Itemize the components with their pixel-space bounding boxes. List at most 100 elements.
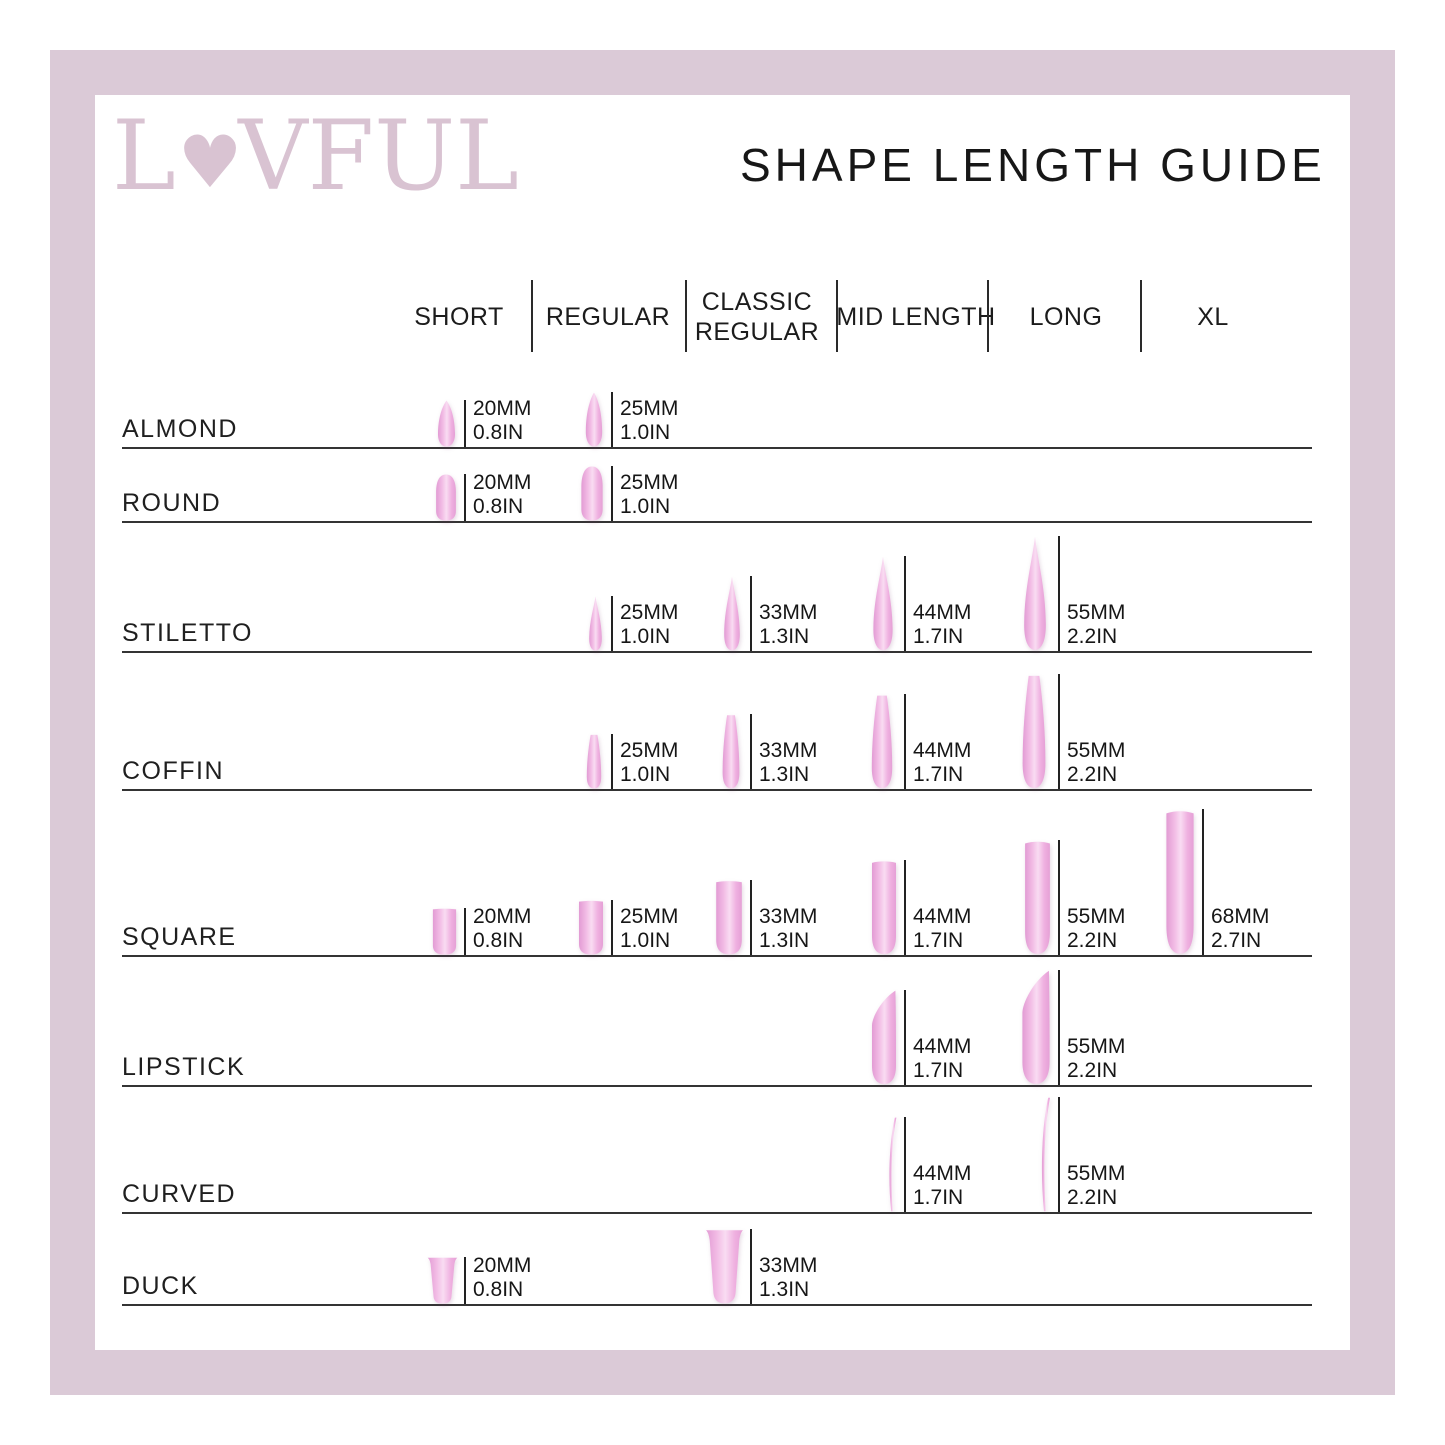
measurement-mm: 44MM: [913, 1035, 972, 1058]
measurement-mm: 68MM: [1211, 905, 1270, 928]
measurement-mm: 55MM: [1067, 739, 1126, 762]
nail-coffin-regular: [586, 734, 602, 789]
measurement-stiletto-regular: 25MM 1.0IN: [620, 601, 716, 649]
nail-curved-mid: [889, 1117, 897, 1212]
measurement-in: 1.7IN: [913, 763, 964, 786]
measurement-coffin-regular: 25MM 1.0IN: [620, 739, 716, 787]
measurement-in: 1.0IN: [620, 763, 671, 786]
measure-line: [1058, 674, 1060, 789]
measurement-round-regular: 25MM 1.0IN: [620, 471, 716, 519]
measurement-mm: 55MM: [1067, 601, 1126, 624]
measure-line: [611, 392, 613, 447]
measurement-in: 1.7IN: [913, 1059, 964, 1082]
nail-duck-classic: [706, 1230, 743, 1304]
nail-stiletto-long: [1024, 536, 1046, 650]
measure-line: [464, 1257, 466, 1304]
nail-square-mid: [872, 861, 896, 955]
column-header-mid: MID LENGTH: [836, 303, 996, 331]
row-label-square: SQUARE: [122, 923, 237, 951]
measurement-in: 1.0IN: [620, 495, 671, 518]
measure-line: [464, 400, 466, 447]
measure-line: [904, 860, 906, 955]
measure-line: [904, 1117, 906, 1212]
nail-stiletto-regular: [589, 596, 602, 651]
row-label-duck: DUCK: [122, 1272, 199, 1300]
nail-round-short: [436, 474, 456, 521]
measurement-coffin-mid: 44MM 1.7IN: [913, 739, 1009, 787]
measurement-mm: 44MM: [913, 739, 972, 762]
measurement-mm: 20MM: [473, 905, 532, 928]
column-header-short: SHORT: [414, 303, 504, 331]
row-line-round: [122, 521, 1312, 523]
row-label-coffin: COFFIN: [122, 757, 225, 785]
measure-line: [464, 474, 466, 521]
measurement-in: 1.3IN: [759, 1278, 810, 1301]
column-header-regular: REGULAR: [545, 303, 671, 331]
measurement-stiletto-long: 55MM 2.2IN: [1067, 601, 1163, 649]
column-header-long: LONG: [1029, 303, 1103, 331]
measurement-in: 1.3IN: [759, 929, 810, 952]
measurement-almond-short: 20MM 0.8IN: [473, 397, 569, 445]
row-label-lipstick: LIPSTICK: [122, 1053, 246, 1081]
measurement-mm: 44MM: [913, 905, 972, 928]
measurement-mm: 44MM: [913, 1162, 972, 1185]
measure-line: [750, 880, 752, 955]
measurement-mm: 25MM: [620, 905, 679, 928]
logo-letter: L: [455, 100, 519, 212]
measurement-in: 0.8IN: [473, 929, 524, 952]
row-line-lipstick: [122, 1085, 1312, 1087]
header-divider: [1140, 280, 1142, 352]
logo-letter: V: [238, 100, 308, 212]
measurement-in: 2.2IN: [1067, 625, 1118, 648]
row-line-duck: [122, 1304, 1312, 1306]
measurement-coffin-long: 55MM 2.2IN: [1067, 739, 1163, 787]
measurement-mm: 20MM: [473, 397, 532, 420]
logo-letter: U: [374, 100, 456, 212]
logo-letter: L: [112, 100, 176, 212]
measurement-mm: 25MM: [620, 397, 679, 420]
measurement-in: 0.8IN: [473, 421, 524, 444]
row-line-curved: [122, 1212, 1312, 1214]
measurement-mm: 20MM: [473, 1254, 532, 1277]
measure-line: [611, 596, 613, 651]
measurement-square-mid: 44MM 1.7IN: [913, 905, 1009, 953]
nail-duck-short: [427, 1257, 458, 1304]
nail-stiletto-classic: [724, 576, 740, 651]
nail-square-regular: [579, 900, 603, 955]
measurement-mm: 25MM: [620, 601, 679, 624]
row-line-stiletto: [122, 651, 1312, 653]
measurement-almond-regular: 25MM 1.0IN: [620, 397, 716, 445]
measure-line: [611, 900, 613, 955]
measure-line: [1058, 1097, 1060, 1212]
measurement-in: 1.7IN: [913, 625, 964, 648]
measurement-in: 1.7IN: [913, 929, 964, 952]
nail-coffin-long: [1022, 675, 1046, 788]
measure-line: [1202, 809, 1204, 955]
header-divider: [685, 280, 687, 352]
measurement-square-xl: 68MM 2.7IN: [1211, 905, 1307, 953]
measurement-in: 2.2IN: [1067, 929, 1118, 952]
row-line-coffin: [122, 789, 1312, 791]
nail-almond-short: [437, 400, 456, 447]
nail-coffin-classic: [722, 715, 740, 789]
measurement-lipstick-long: 55MM 2.2IN: [1067, 1035, 1163, 1083]
measurement-square-regular: 25MM 1.0IN: [620, 905, 716, 953]
measure-line: [1058, 970, 1060, 1085]
measure-line: [904, 990, 906, 1085]
measure-line: [611, 466, 613, 521]
measure-line: [1058, 840, 1060, 955]
measurement-mm: 55MM: [1067, 905, 1126, 928]
measurement-lipstick-mid: 44MM 1.7IN: [913, 1035, 1009, 1083]
measurement-square-short: 20MM 0.8IN: [473, 905, 569, 953]
measurement-mm: 55MM: [1067, 1162, 1126, 1185]
nail-coffin-mid: [871, 695, 893, 789]
row-label-round: ROUND: [122, 489, 222, 517]
measure-line: [464, 908, 466, 955]
measurement-round-short: 20MM 0.8IN: [473, 471, 569, 519]
logo-letter: F: [307, 100, 375, 212]
measurement-mm: 25MM: [620, 471, 679, 494]
measurement-in: 0.8IN: [473, 495, 524, 518]
measure-line: [904, 556, 906, 651]
nail-square-classic: [716, 881, 742, 955]
nail-square-long: [1025, 841, 1050, 954]
